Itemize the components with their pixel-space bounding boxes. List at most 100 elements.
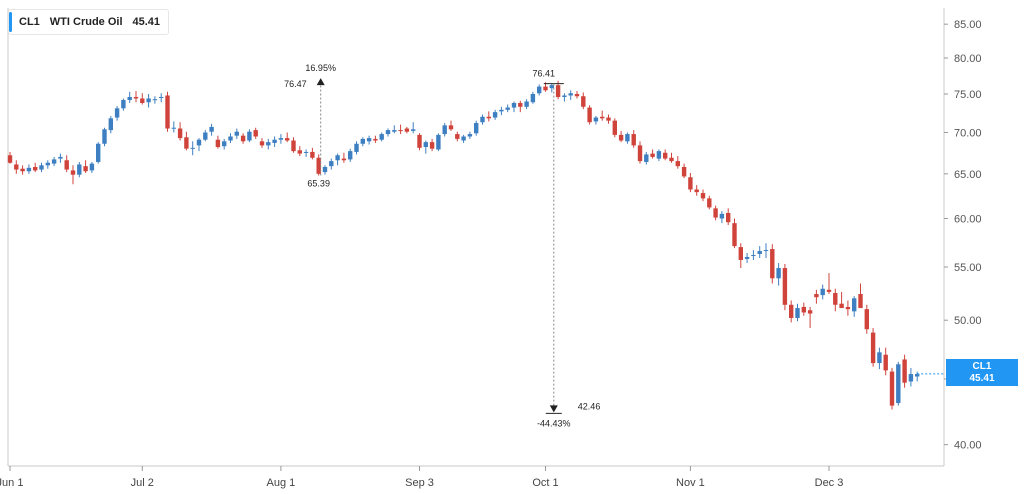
candle-body (77, 164, 82, 175)
candle-body (807, 310, 813, 314)
candle-body (417, 134, 422, 148)
axes-frame (7, 8, 945, 467)
x-tick-label: Jul 2 (131, 477, 154, 489)
candle-body (146, 98, 151, 103)
candle-body (297, 150, 302, 154)
candle-body (127, 96, 132, 100)
candle-body (385, 130, 391, 135)
candle-body (719, 213, 725, 219)
candle-body (789, 304, 794, 318)
candle-body (877, 352, 882, 364)
range-pct-label: -44.43% (537, 418, 571, 428)
candle-body (870, 332, 876, 364)
candle-body (486, 116, 491, 119)
down-arrow-marker (549, 405, 558, 413)
candle-body (404, 128, 410, 132)
y-tick-label: 65.00 (954, 169, 982, 181)
candle-body (883, 354, 888, 371)
candle-body (360, 138, 365, 144)
candle-body (663, 152, 668, 159)
range-high-label: 76.47 (284, 79, 307, 89)
x-tick-label: Aug 1 (267, 477, 296, 489)
candle-body (152, 99, 158, 101)
candle-body (492, 112, 498, 118)
price-tag-symbol: CL1 (972, 361, 992, 372)
candle-body (303, 151, 309, 153)
candle-body (606, 117, 611, 121)
candle-body (329, 161, 334, 167)
candle-body (133, 96, 139, 99)
candle-body (7, 155, 13, 163)
candle-body (121, 99, 126, 109)
candle-body (14, 164, 19, 170)
candle-body (228, 136, 233, 141)
candle-body (310, 151, 315, 158)
candle-body (858, 294, 863, 309)
candle-body (644, 154, 649, 162)
y-tick-label: 55.00 (954, 262, 982, 274)
candles (7, 80, 920, 410)
candle-body (140, 98, 145, 103)
legend-symbol: CL1 (19, 16, 40, 28)
candle-body (171, 127, 176, 129)
candle-body (429, 142, 435, 149)
candle-body (694, 189, 699, 193)
symbol-legend[interactable]: CL1 WTI Crude Oil 45.41 (8, 9, 170, 35)
candle-body (234, 131, 239, 136)
x-tick-label: Oct 1 (532, 477, 558, 489)
candle-body (568, 93, 573, 96)
candle-body (675, 161, 680, 167)
candle-body (732, 223, 737, 247)
range-base-label: 65.39 (307, 179, 330, 189)
candle-body (650, 153, 655, 157)
x-tick-label: Dec 3 (815, 477, 844, 489)
candle-body (543, 86, 548, 91)
candle-body (89, 163, 95, 171)
candle-body (820, 288, 825, 296)
range-annotations: 76.47 16.95% 65.39 76.41 42.46 -44.43% (284, 63, 944, 428)
candle-body (423, 142, 428, 148)
candle-body (461, 136, 466, 141)
candle-body (392, 130, 397, 132)
axis-labels: 40.0045.0050.0055.0060.0065.0070.0075.00… (0, 19, 982, 489)
candle-body (354, 143, 359, 152)
candle-body (612, 120, 617, 135)
candle-body (518, 102, 523, 107)
candle-body (33, 167, 38, 171)
candle-body (39, 165, 44, 170)
candle-body (744, 256, 750, 259)
up-arrow-marker (316, 78, 325, 86)
candle-body (681, 167, 687, 177)
x-tick-label: Jun 1 (0, 477, 23, 489)
candle-body (348, 151, 353, 160)
candle-body (839, 303, 844, 309)
price-tag-value: 45.41 (969, 373, 995, 384)
candle-body (184, 137, 189, 149)
candle-body (70, 170, 76, 175)
legend-accent-bar (9, 12, 12, 32)
candle-body (51, 159, 57, 164)
candle-body (511, 102, 517, 108)
candle-body (474, 123, 479, 134)
candle-body (574, 93, 580, 97)
y-tick-label: 50.00 (954, 315, 982, 327)
candle-body (555, 85, 561, 97)
candle-body (411, 129, 416, 131)
candle-body (902, 359, 907, 383)
candle-body (776, 268, 781, 279)
y-tick-label: 40.00 (954, 440, 982, 452)
candle-body (915, 373, 920, 377)
y-tick-label: 80.00 (954, 53, 982, 65)
candle-body (763, 250, 769, 252)
candle-body (366, 138, 372, 142)
candle-body (845, 306, 851, 310)
candle-body (20, 168, 25, 172)
candle-body (373, 138, 378, 141)
candle-body (114, 108, 120, 118)
candle-body (480, 116, 485, 123)
legend-last-price: 45.41 (132, 16, 161, 28)
candle-body (852, 298, 857, 312)
candle-body (455, 134, 460, 139)
candle-body (524, 101, 529, 107)
